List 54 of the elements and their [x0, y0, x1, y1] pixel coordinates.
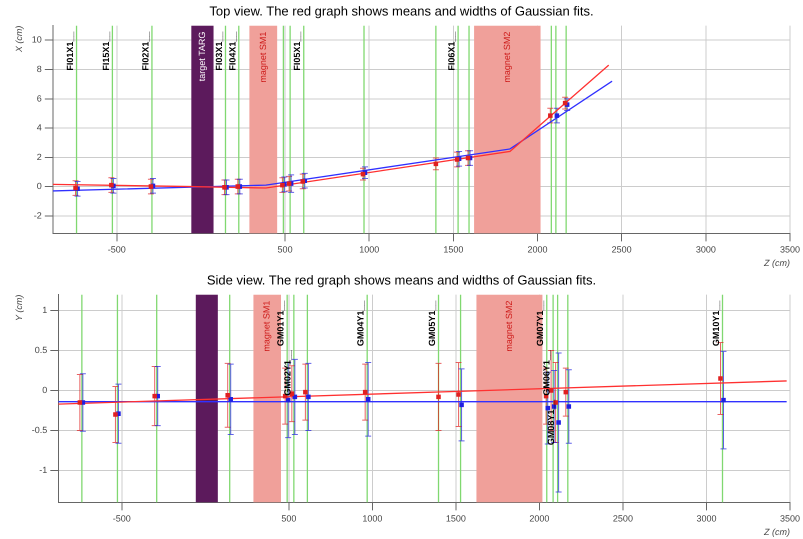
y-tick-label: 2	[36, 152, 42, 162]
chart-title: Side view. The red graph shows means and widths of Gaussian fits.	[206, 272, 596, 288]
x-tick-label: 500	[281, 513, 296, 524]
ref-line-label: FI02X1__	[140, 30, 150, 71]
x-tick-label: 500	[278, 244, 293, 254]
y-tick-label: 8	[36, 64, 42, 74]
band-label: magnet SM2	[504, 300, 514, 352]
x-tick-label: 2500	[612, 244, 632, 254]
x-tick-label: 1500	[443, 244, 464, 254]
y-tick-label: 6	[36, 93, 42, 104]
ref-line-label: GM07Y1__	[535, 300, 546, 346]
x-tick-label: 1500	[446, 513, 466, 524]
ref-line-label: GM08Y1__	[546, 398, 556, 446]
ref-line-label: GM05Y1__	[427, 300, 437, 346]
y-tick-label: 10	[32, 34, 42, 45]
ref-line-label: GM02Y1__	[282, 349, 292, 396]
y-tick-label: -0.5	[32, 424, 48, 435]
y-tick-label: 4	[36, 122, 42, 133]
band-label: magnet SM2	[502, 32, 512, 83]
x-axis-title: Z (cm)	[762, 527, 790, 538]
ref-line-label: GM10Y1__	[710, 300, 721, 346]
x-tick-label: -500	[108, 244, 126, 254]
x-tick-label: 2000	[528, 244, 548, 254]
ref-line-label: GM01Y1__	[276, 300, 286, 346]
x-tick-label: 1000	[362, 513, 382, 524]
y-tick-label: -2	[34, 210, 42, 220]
chart-title: Top view. The red graph shows means and widths of Gaussian fits.	[209, 3, 594, 18]
ref-line-label: GM04Y1__	[356, 300, 366, 346]
band-label: target TARG	[196, 32, 207, 82]
x-tick-label: 2500	[612, 513, 633, 524]
x-tick-label: 3000	[696, 244, 716, 254]
x-tick-label: 1000	[359, 244, 380, 254]
x-tick-label: 3500	[780, 513, 800, 524]
y-tick-label: 0	[36, 181, 42, 192]
y-axis-title: Y (cm)	[14, 294, 24, 321]
band-label: magnet SM1	[262, 300, 272, 352]
ref-line-label: FI06X1__	[446, 30, 457, 71]
y-axis-title: X (cm)	[14, 26, 24, 54]
ref-line-label: FI04X1__	[227, 30, 238, 71]
ref-line-label: FI03X1__	[214, 30, 224, 71]
ref-line-label: FI05X1__	[292, 30, 302, 71]
band-label: magnet SM1	[258, 32, 268, 83]
y-tick-label: 1	[42, 305, 48, 316]
y-tick-label: 0.5	[34, 345, 48, 356]
x-tick-label: 3500	[780, 244, 800, 254]
x-tick-label: 3000	[696, 513, 716, 524]
y-tick-label: -1	[39, 464, 48, 475]
x-tick-label: -500	[112, 513, 131, 524]
y-tick-label: 0	[42, 384, 48, 395]
ref-line-label: FI15X1__	[100, 30, 111, 71]
ref-line-label: GM06Y1__	[542, 349, 552, 396]
ref-line-label: FI01X1__	[65, 30, 76, 71]
x-tick-label: 2000	[529, 513, 550, 524]
x-axis-title: Z (cm)	[762, 258, 790, 268]
